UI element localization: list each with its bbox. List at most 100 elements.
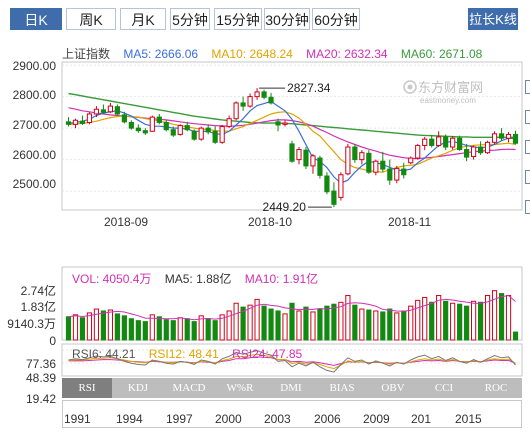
volume-bar: [464, 305, 470, 341]
indicator-obv[interactable]: OBV: [381, 382, 405, 394]
indicator-rsi[interactable]: RSI: [62, 378, 112, 398]
candle-body: [289, 143, 295, 162]
ma10-value: MA10: 2648.24: [211, 47, 293, 61]
volume-bar: [324, 305, 330, 341]
volume-bar: [149, 314, 155, 341]
volume-bar: [359, 308, 365, 341]
candle-body: [296, 149, 302, 161]
side-scroll-handle[interactable]: [525, 170, 530, 184]
candle-body: [135, 127, 141, 132]
candle-body: [128, 121, 134, 129]
volume-bar: [233, 302, 239, 341]
candle-body: [512, 133, 519, 144]
indicator-wr[interactable]: W%R: [226, 382, 254, 394]
tab-30min[interactable]: 30分钟: [264, 8, 310, 30]
volume-bar: [457, 303, 463, 341]
volume-bar: [422, 296, 428, 341]
candle-body: [359, 152, 365, 161]
date-tick: 2018-10: [248, 215, 293, 229]
candle-body: [233, 102, 239, 120]
candle-body: [317, 157, 323, 176]
candle-body: [429, 138, 435, 146]
volume-bar: [212, 320, 218, 341]
volume-bar: [261, 305, 267, 341]
rsi-legend: RSI6: 44.21 RSI12: 48.41 RSI24: 47.85: [72, 347, 312, 361]
indicator-kdj[interactable]: KDJ: [127, 382, 149, 394]
indicator-bias[interactable]: BIAS: [329, 382, 355, 394]
volume-tick: 1.83亿: [20, 300, 56, 314]
candle-body: [219, 126, 225, 143]
long-chart-button[interactable]: 拉长K线: [468, 8, 518, 30]
volume-tick: 2.74亿: [20, 284, 56, 298]
rsi-tick: 48.39: [25, 371, 56, 385]
price-tick: 2600.00: [12, 148, 56, 162]
indicator-dmi[interactable]: DMI: [280, 382, 302, 394]
volume-bar: [72, 314, 79, 341]
volume-bar: [198, 315, 204, 341]
volume-bar: [268, 308, 274, 341]
volume-bar: [100, 310, 107, 341]
candle-body: [408, 157, 414, 164]
index-name: 上证指数: [62, 47, 111, 61]
volume-bar: [401, 310, 407, 341]
volume-bar: [177, 317, 183, 341]
candle-body: [324, 175, 330, 193]
side-scroll-handle[interactable]: [525, 80, 530, 94]
watermark-name: 东方财富网: [418, 80, 483, 95]
candle-body: [338, 174, 344, 198]
nav-year: 1991: [64, 412, 91, 426]
date-tick: 2018-09: [104, 215, 149, 229]
volume-bar: [331, 303, 337, 341]
ma60-value: MA60: 2671.08: [400, 47, 483, 61]
volume-bar: [443, 300, 449, 341]
side-scroll-handle[interactable]: [525, 200, 530, 214]
vol-value: VOL: 4050.4万: [72, 272, 152, 286]
candle-body: [86, 113, 93, 123]
candle-body: [345, 146, 351, 175]
candle-body: [100, 109, 107, 113]
indicator-macd[interactable]: MACD: [172, 382, 206, 394]
volume-bar: [471, 300, 477, 341]
candle-body: [254, 91, 260, 98]
volume-bar: [121, 315, 127, 341]
time-navigator[interactable]: [62, 400, 522, 428]
indicator-cci[interactable]: CCI: [434, 382, 454, 394]
candle-body: [247, 96, 253, 107]
candle-body: [212, 130, 218, 143]
volume-bar: [114, 313, 120, 341]
volume-bar: [484, 295, 491, 341]
tab-60min[interactable]: 60分钟: [312, 8, 360, 30]
volume-bar: [128, 318, 134, 341]
ma5-value: MA5: 2666.06: [123, 47, 199, 61]
ma5-line: [68, 100, 516, 184]
volume-bar: [491, 290, 498, 341]
tab-weekly-k[interactable]: 周K: [66, 8, 116, 30]
side-scroll-handle[interactable]: [525, 110, 530, 124]
volume-bar: [477, 301, 484, 341]
volume-bar: [170, 320, 176, 341]
volume-bar: [408, 305, 414, 341]
tab-daily-k[interactable]: 日K: [10, 8, 62, 30]
tab-15min[interactable]: 15分钟: [214, 8, 262, 30]
candle-body: [149, 116, 155, 132]
side-scroll-handle[interactable]: [525, 140, 530, 154]
candle-body: [484, 141, 491, 154]
high-label: 2827.34: [287, 81, 331, 95]
volume-bar: [387, 308, 393, 341]
volume-bar: [191, 321, 197, 341]
ma20-line: [68, 107, 516, 160]
volume-bar: [289, 302, 295, 341]
candle-body: [121, 114, 127, 123]
price-tick: 2500.00: [12, 177, 56, 191]
candle-body: [443, 136, 449, 148]
indicator-roc[interactable]: ROC: [484, 382, 508, 394]
nav-year: 2015: [455, 412, 482, 426]
volume-bar: [65, 316, 72, 341]
candle-body: [366, 152, 372, 173]
ma20-value: MA20: 2632.34: [306, 47, 388, 61]
volume-bar: [156, 316, 162, 341]
tab-monthly-k[interactable]: 月K: [120, 8, 166, 30]
candle-body: [142, 130, 148, 134]
tab-5min[interactable]: 5分钟: [170, 8, 210, 30]
candle-body: [505, 133, 512, 139]
